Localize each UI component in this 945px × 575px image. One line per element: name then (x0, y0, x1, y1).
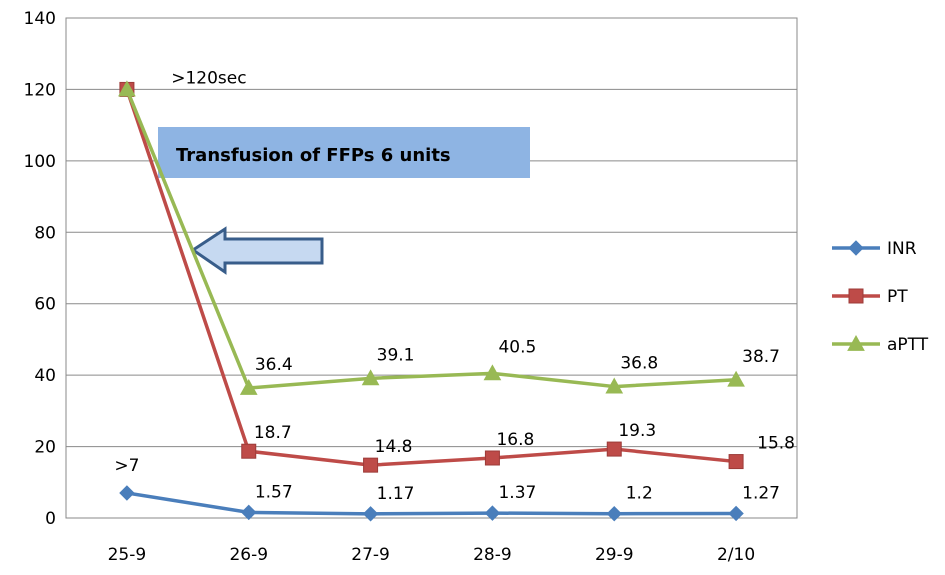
y-axis-tick-labels: 0 20 40 60 80 100 120 140 (24, 9, 56, 529)
series (118, 80, 745, 522)
y-tick-label: 0 (45, 509, 56, 529)
annotations: Transfusion of FFPs 6 units (158, 127, 530, 275)
data-point-triangle (847, 334, 865, 351)
data-label-pt: 14.8 (375, 437, 413, 457)
data-label-aptt: 39.1 (377, 345, 415, 365)
x-tick-label: 2/10 (717, 545, 755, 565)
data-label-aptt: 36.8 (620, 354, 658, 374)
series-inr (119, 485, 744, 522)
data-point-triangle (361, 369, 380, 386)
x-tick-label: 28-9 (473, 545, 512, 565)
x-tick-label: 26-9 (229, 545, 268, 565)
y-tick-label: 60 (34, 295, 56, 315)
y-tick-label: 20 (34, 438, 56, 458)
data-label-inr: 1.27 (742, 483, 780, 503)
data-label-aptt: 38.7 (742, 347, 780, 367)
y-tick-label: 100 (24, 152, 56, 172)
legend: INR PT aPTT (832, 239, 929, 355)
data-label-inr: 1.17 (377, 484, 415, 504)
series-line (125, 88, 737, 390)
data-point-triangle (483, 364, 502, 381)
data-point-triangle (239, 378, 258, 395)
left-arrow-icon (190, 226, 324, 275)
x-axis-tick-labels: 25-9 26-9 27-9 28-9 29-9 2/10 (108, 545, 756, 565)
legend-item-pt: PT (832, 287, 908, 307)
legend-label: PT (887, 287, 908, 307)
data-labels: >7 1.57 1.17 1.37 1.2 1.27 18.7 14.8 16.8 19.3 15.… (114, 68, 795, 503)
legend-item-inr: INR (832, 239, 917, 259)
legend-label: INR (887, 239, 917, 259)
data-label-inr: 1.2 (626, 484, 653, 504)
data-label-pt: 19.3 (618, 421, 656, 441)
transfusion-annotation-box (158, 127, 530, 178)
data-point-triangle (605, 377, 624, 394)
data-point-diamond (848, 240, 864, 256)
series-aptt (118, 80, 745, 395)
x-tick-label: 29-9 (595, 545, 634, 565)
data-point-square (363, 457, 379, 473)
x-tick-label: 25-9 (108, 545, 147, 565)
data-label-aptt: 36.4 (255, 355, 293, 375)
data-label-inr: 1.37 (498, 483, 536, 503)
data-point-diamond (728, 505, 744, 522)
data-label-inr: >7 (114, 456, 139, 476)
y-tick-label: 80 (34, 223, 56, 243)
data-point-square (484, 450, 500, 466)
data-point-triangle (118, 80, 136, 97)
series-line (125, 88, 737, 467)
data-point-square (241, 443, 257, 459)
data-label-aptt: 40.5 (498, 337, 536, 357)
y-tick-label: 120 (24, 80, 56, 100)
data-point-diamond (119, 485, 135, 501)
data-label-inr: 1.57 (255, 482, 293, 502)
data-point-triangle (727, 370, 745, 387)
x-tick-label: 27-9 (351, 545, 390, 565)
data-point-square (728, 454, 744, 470)
data-point-diamond (241, 504, 257, 521)
data-point-diamond (484, 505, 501, 521)
y-tick-label: 40 (34, 366, 56, 386)
legend-item-aptt: aPTT (832, 334, 929, 355)
data-label-pt: 16.8 (496, 430, 534, 450)
data-point-square (848, 288, 864, 304)
y-tick-label: 140 (24, 9, 56, 29)
legend-label: aPTT (887, 335, 929, 355)
series-pt (119, 81, 744, 473)
data-label-pt: 15.8 (757, 434, 795, 454)
transfusion-annotation-text: Transfusion of FFPs 6 units (176, 145, 451, 166)
data-point-diamond (362, 506, 379, 522)
data-point-diamond (606, 506, 622, 522)
data-label-pt: 18.7 (254, 423, 292, 443)
plot-area-border (65, 17, 798, 519)
data-point-square (606, 441, 622, 457)
data-label-aptt: >120sec (171, 68, 246, 88)
series-line (126, 491, 737, 516)
